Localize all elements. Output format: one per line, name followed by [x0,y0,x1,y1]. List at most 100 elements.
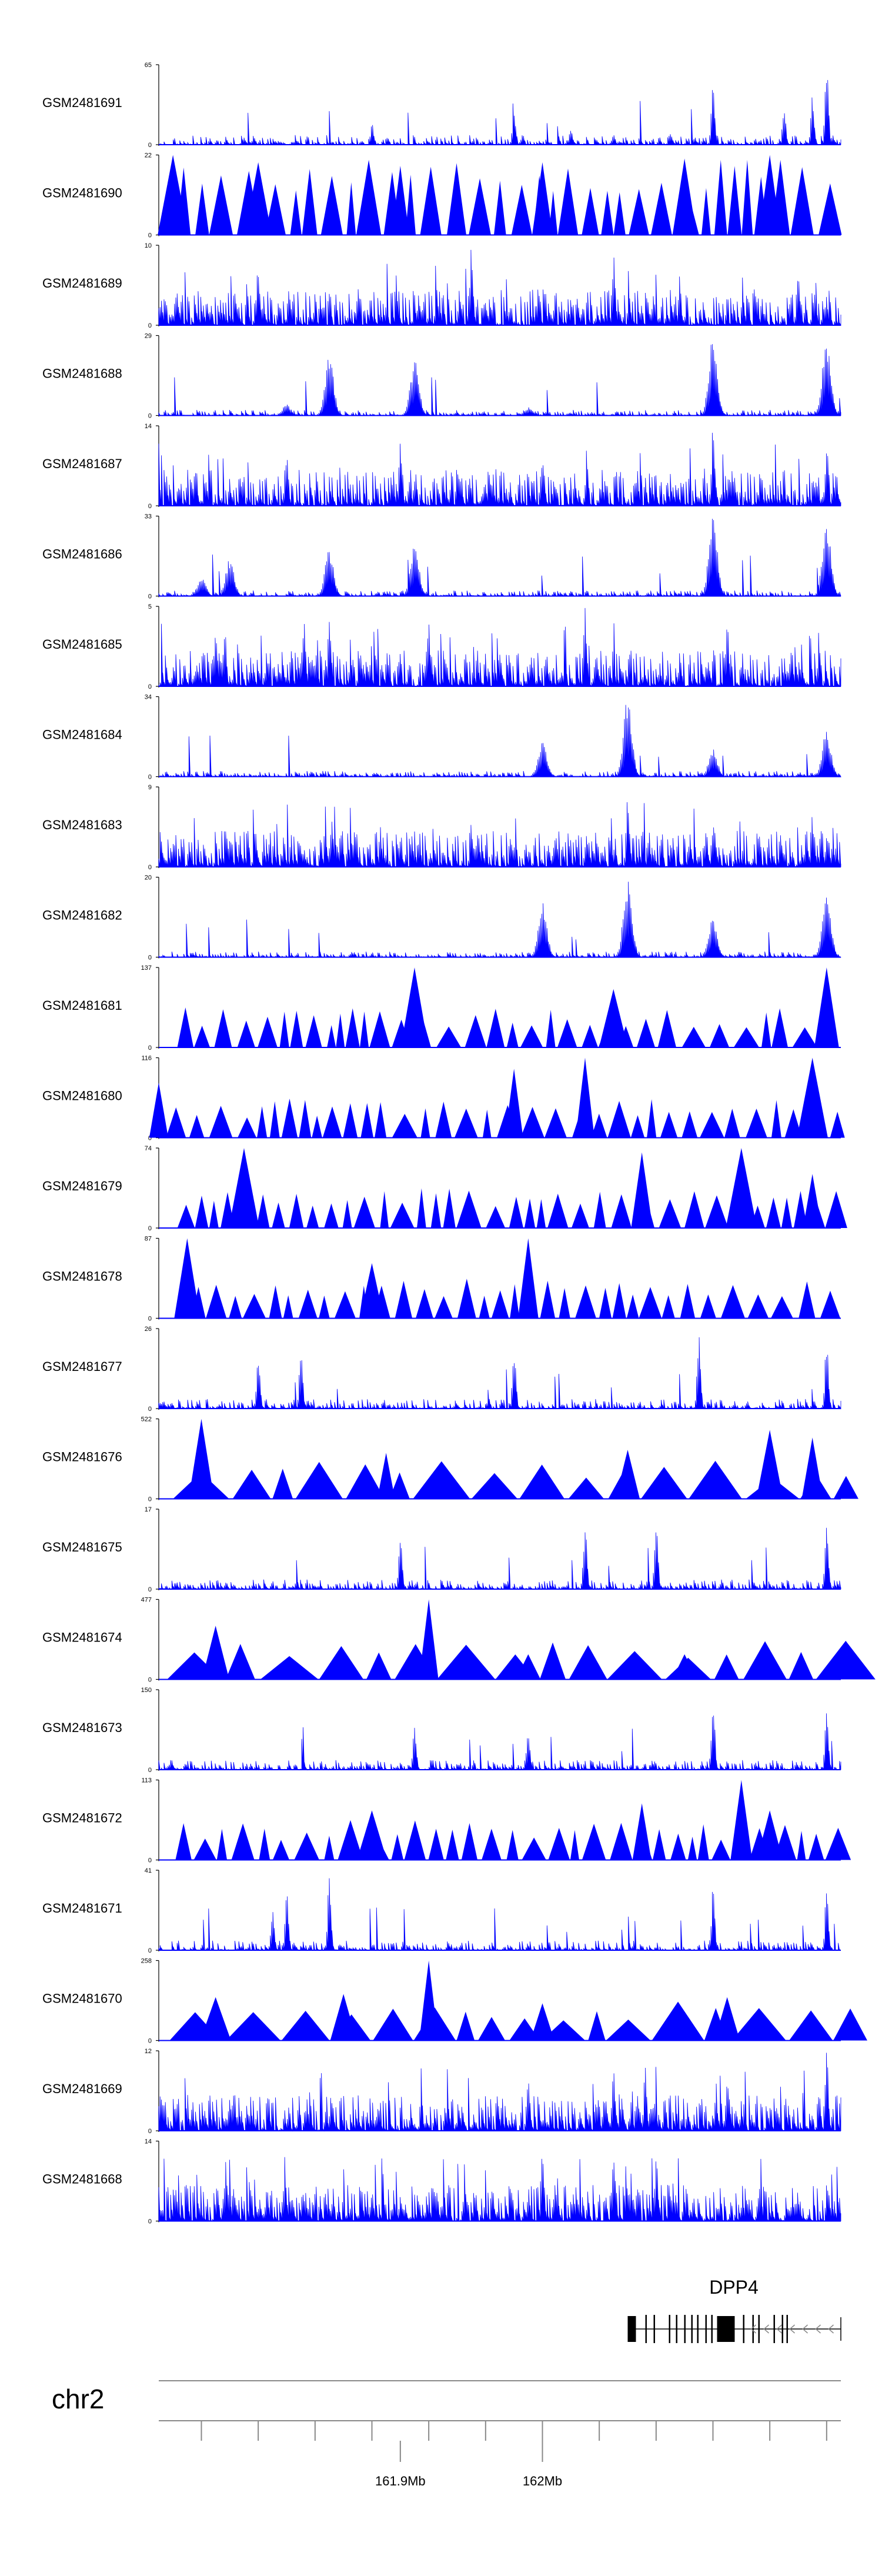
coverage-triangle [342,1200,352,1228]
coverage-peak [714,1997,740,2041]
coverage-triangle [582,1823,606,1860]
coverage-triangle [457,1279,476,1319]
coverage-triangle [437,1644,496,1680]
coverage-triangle [606,2019,651,2041]
gene-exon [676,2315,677,2343]
coverage-triangle [670,1833,686,1860]
track-GSM2481671: GSM2481671 41 0 [42,1867,841,1954]
coverage-triangle [833,1476,858,1499]
coverage-triangle [305,1015,322,1047]
coverage-triangle [177,1204,195,1228]
coverage-triangle [771,1008,789,1047]
coverage-triangle [225,1644,255,1680]
coverage-peak [631,1152,653,1228]
coverage-triangle [697,1824,709,1860]
coverage-triangle [456,2011,475,2041]
coverage-triangle [302,169,318,235]
coverage-peak [632,1803,652,1860]
coverage-triangle [506,1022,519,1047]
coverage-triangle [820,1290,841,1319]
coverage-triangle [575,1285,596,1319]
y-max-label: 150 [141,1687,152,1694]
coverage-triangle [626,1294,639,1319]
coverage-triangle [510,1284,520,1319]
strand-arrow [763,2324,769,2334]
coverage-triangle [272,1469,293,1499]
track-label: GSM2481683 [42,817,122,832]
coverage-triangle [720,1285,746,1319]
genome-axis-track: chr2 161.9Mb 162Mb [52,2380,841,2488]
coverage-triangle [660,1112,678,1138]
coverage-triangle [833,2008,867,2041]
coverage-peak [391,166,409,235]
track-GSM2481687: GSM2481687 14 0 [42,423,841,510]
gene-exon [717,2316,735,2342]
gene-exon [781,2315,783,2343]
track-GSM2481675: GSM2481675 17 0 [42,1506,841,1593]
coverage-triangle [413,1461,470,1499]
coverage-triangle [390,1202,415,1228]
track-label: GSM2481690 [42,186,122,201]
coverage-triangle [214,1009,232,1047]
y-max-label: 87 [145,1236,152,1243]
y-min-label: 0 [148,1677,152,1684]
coverage-signal [158,80,841,146]
track-GSM2481673: GSM2481673 150 0 [42,1687,841,1774]
track-GSM2481678: GSM2481678 87 0 [42,1236,841,1323]
track-label: GSM2481689 [42,276,122,291]
coverage-triangle [727,166,742,235]
coverage-triangle [520,1107,544,1138]
coverage-triangle [369,1011,390,1047]
coverage-triangle [825,1191,847,1228]
gene-exon [758,2315,760,2343]
coverage-signal [158,882,841,959]
coverage-peak [615,1450,640,1499]
y-min-label: 0 [148,774,152,781]
coverage-triangle [700,1294,716,1319]
y-min-label: 0 [148,1857,152,1864]
coverage-triangle [611,1194,632,1228]
coverage-triangle [193,1838,216,1860]
coverage-triangle [570,1830,580,1860]
y-max-label: 14 [145,423,152,430]
coverage-triangle [629,189,649,235]
y-max-label: 258 [141,1958,152,1965]
y-min-label: 0 [148,1586,152,1593]
track-GSM2481682: GSM2481682 20 0 [42,875,841,962]
coverage-triangle [816,1640,876,1680]
coverage-triangle [346,1464,385,1499]
coverage-triangle [486,1009,505,1047]
coverage-triangle [446,1830,459,1860]
coverage-triangle [319,1295,330,1319]
coverage-triangle [380,1191,389,1228]
strand-arrow [802,2324,808,2334]
y-max-label: 33 [145,513,152,520]
coverage-triangle [375,1102,387,1138]
coverage-triangle [346,182,356,235]
coverage-triangle [238,1117,257,1138]
coverage-triangle [681,1111,698,1138]
coverage-peak [202,1626,229,1680]
coverage-triangle [290,190,302,235]
coverage-triangle [557,168,579,235]
coverage-triangle [334,1291,356,1319]
coverage-triangle [269,1285,282,1319]
coverage-triangle [415,1289,433,1319]
track-label: GSM2481670 [42,1991,122,2006]
coverage-triangle [257,1106,268,1138]
coverage-peak [200,1997,231,2041]
coverage-triangle [435,1296,453,1319]
coverage-triangle [319,1646,364,1680]
coverage-peak [188,1419,215,1499]
coverage-triangle [353,1196,375,1228]
coverage-peak [726,1148,757,1228]
y-min-label: 0 [148,1947,152,1954]
coverage-triangle [591,1113,607,1138]
track-GSM2481690: GSM2481690 22 0 [42,152,842,239]
coverage-triangle [435,1102,452,1138]
coverage-signal [158,1713,841,1771]
coverage-triangle [373,2008,413,2041]
coverage-triangle [607,1651,662,1680]
gene-exon [669,2315,670,2343]
coverage-triangle [360,1011,369,1047]
